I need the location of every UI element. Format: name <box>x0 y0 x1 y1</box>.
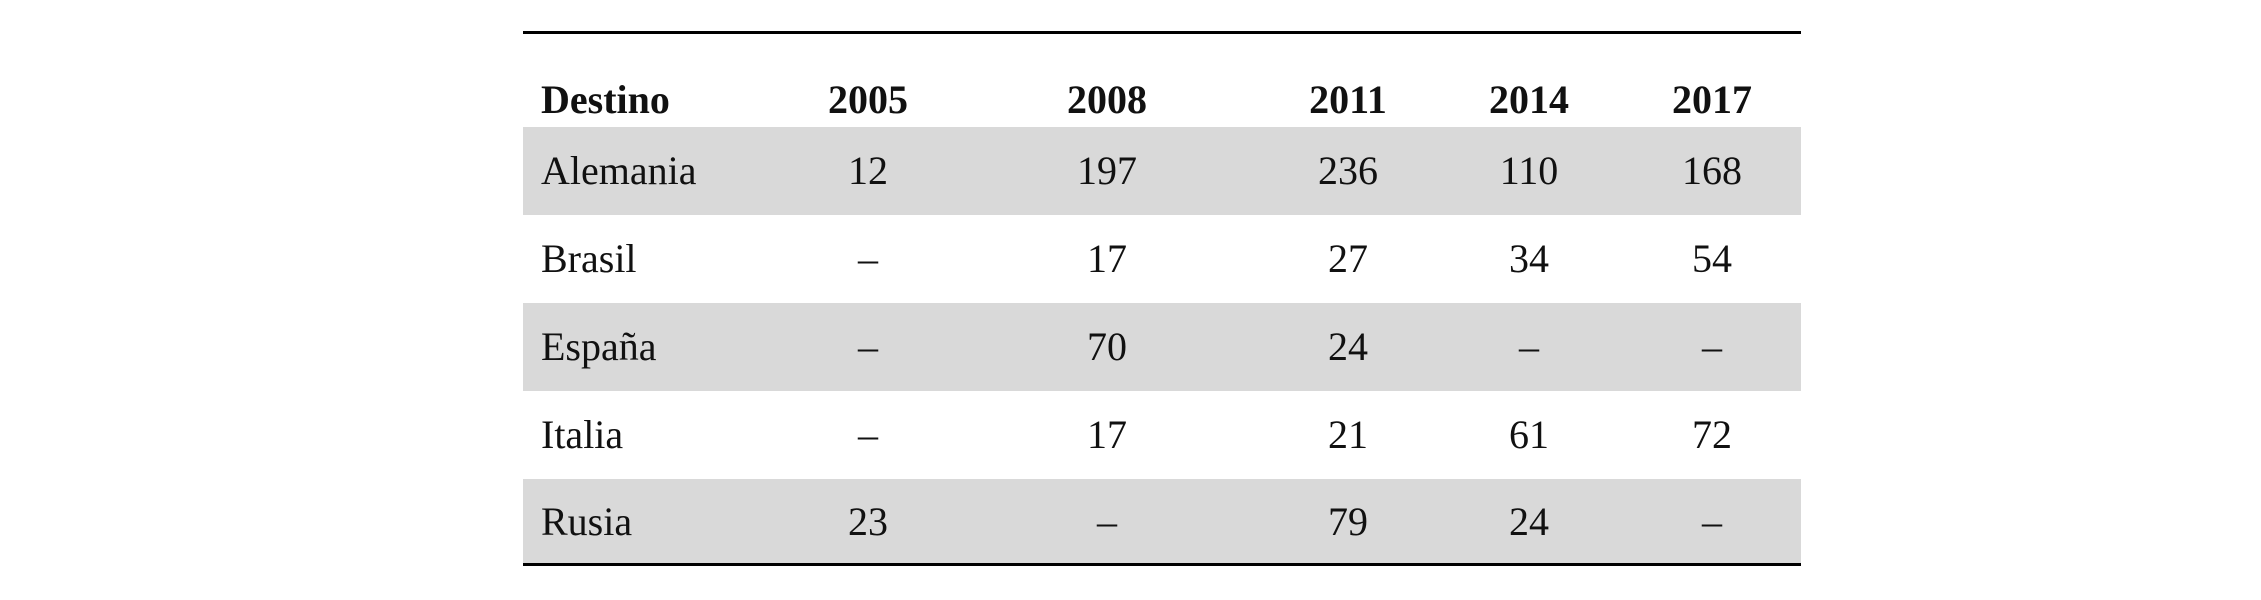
cell: 2008 <box>1067 77 1147 122</box>
cell: 17 <box>1087 236 1127 281</box>
cell: 12 <box>848 148 888 193</box>
cell: 168 <box>1682 148 1742 193</box>
cell: – <box>858 412 878 457</box>
cell: – <box>858 324 878 369</box>
cell: 27 <box>1328 236 1368 281</box>
row-band <box>523 479 1801 564</box>
row-band <box>523 303 1801 391</box>
cell: 21 <box>1328 412 1368 457</box>
cell: 54 <box>1692 236 1732 281</box>
top-rule <box>523 31 1801 34</box>
cell: 70 <box>1087 324 1127 369</box>
cell: 34 <box>1509 236 1549 281</box>
cell: 24 <box>1328 324 1368 369</box>
cell: 2017 <box>1672 77 1752 122</box>
cell: 110 <box>1499 148 1559 193</box>
row-label: Italia <box>541 412 624 457</box>
cell: 2005 <box>828 77 908 122</box>
cell: 79 <box>1328 499 1368 544</box>
cell: 24 <box>1509 499 1549 544</box>
row-label: Destino <box>541 77 670 122</box>
cell: 2014 <box>1489 77 1569 122</box>
cell: 17 <box>1087 412 1127 457</box>
cell: 197 <box>1077 148 1137 193</box>
cell: – <box>1702 499 1722 544</box>
row-label: España <box>541 324 657 369</box>
cell: 23 <box>848 499 888 544</box>
cell: – <box>1702 324 1722 369</box>
cell: – <box>1097 499 1117 544</box>
cell: – <box>858 236 878 281</box>
row-label: Rusia <box>541 499 633 544</box>
row-label: Brasil <box>541 236 637 281</box>
cell: 72 <box>1692 412 1732 457</box>
cell: 61 <box>1509 412 1549 457</box>
cell: 236 <box>1318 148 1378 193</box>
bottom-rule <box>523 563 1801 566</box>
row-label: Alemania <box>541 148 697 193</box>
cell: – <box>1519 324 1539 369</box>
row-band <box>523 127 1801 215</box>
cell: 2011 <box>1309 77 1387 122</box>
